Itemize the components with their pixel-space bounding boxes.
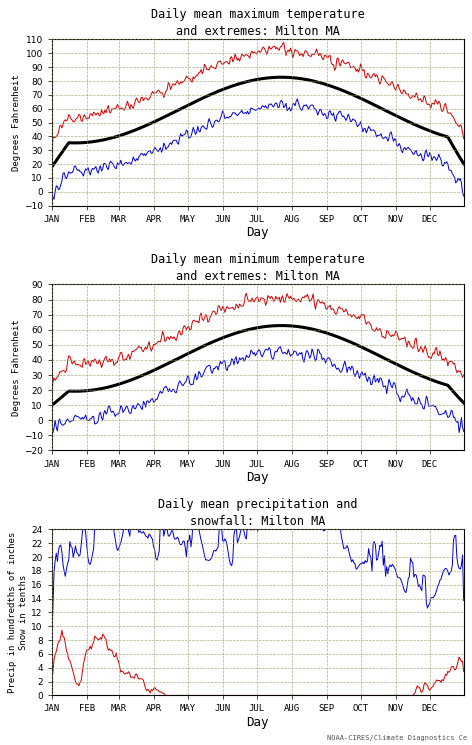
Y-axis label: Degrees Fahrenheit: Degrees Fahrenheit bbox=[12, 319, 21, 416]
Title: Daily mean maximum temperature
and extremes: Milton MA: Daily mean maximum temperature and extre… bbox=[151, 8, 364, 38]
X-axis label: Day: Day bbox=[246, 472, 269, 484]
Y-axis label: Precip in hundredths of inches
Snow in tenths: Precip in hundredths of inches Snow in t… bbox=[8, 532, 28, 693]
X-axis label: Day: Day bbox=[246, 226, 269, 239]
Title: Daily mean minimum temperature
and extremes: Milton MA: Daily mean minimum temperature and extre… bbox=[151, 253, 364, 283]
X-axis label: Day: Day bbox=[246, 716, 269, 729]
Title: Daily mean precipitation and
snowfall: Milton MA: Daily mean precipitation and snowfall: M… bbox=[158, 498, 357, 528]
Text: NOAA-CIRES/Climate Diagnostics Ce: NOAA-CIRES/Climate Diagnostics Ce bbox=[327, 735, 467, 741]
Y-axis label: Degrees Fahrenheit: Degrees Fahrenheit bbox=[12, 74, 21, 171]
